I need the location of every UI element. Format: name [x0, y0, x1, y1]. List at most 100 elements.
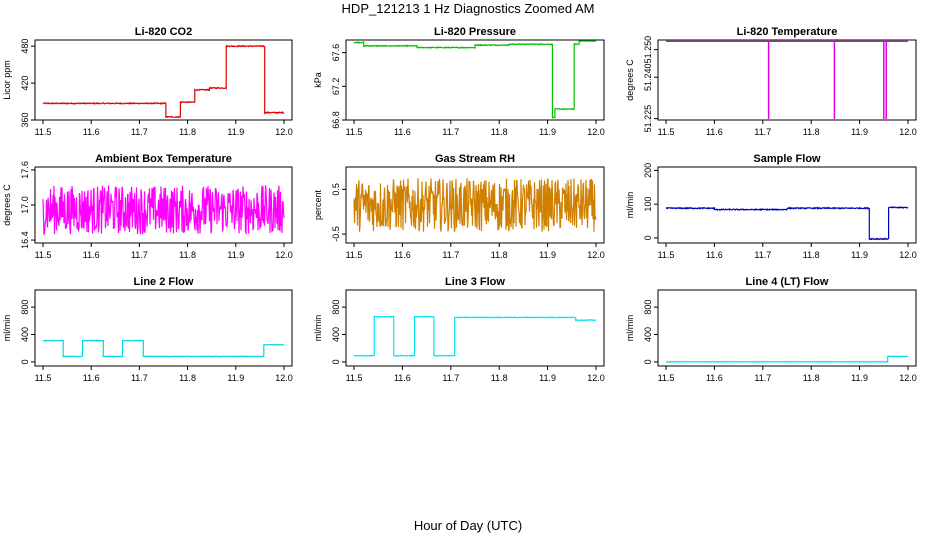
plot-frame — [345, 289, 605, 367]
panel-title: Line 4 (LT) Flow — [746, 276, 829, 288]
panel-ylabel: percent — [313, 189, 323, 220]
panel-1: Li-820 CO2 Licor ppm 11.5 11.6 11.7 11.8 11.9 1… — [2, 26, 293, 137]
x-tick-label: 11.5 — [35, 373, 52, 383]
panel-ylabel: ml/min — [2, 315, 12, 342]
figure-title: HDP_121213 1 Hz Diagnostics Zoomed AM — [341, 1, 595, 16]
panel-ylabel: degrees C — [2, 184, 12, 226]
y-tick-label: 51.250 — [643, 36, 653, 64]
x-tick-label: 11.7 — [442, 127, 459, 137]
series-line — [665, 206, 909, 241]
plot-frame — [657, 39, 917, 121]
panel-ylabel: kPa — [313, 72, 323, 88]
series-line — [666, 355, 909, 363]
y-tick-label: -0.5 — [331, 226, 341, 242]
x-tick-label: 11.8 — [491, 373, 508, 383]
x-tick-label: 11.7 — [754, 250, 771, 260]
panel-4: Ambient Box Temperature degrees C 11.5 11.6… — [2, 153, 293, 260]
x-tick-label: 11.8 — [179, 250, 196, 260]
panel-ylabel: degrees C — [625, 59, 635, 101]
x-tick-label: 11.6 — [706, 127, 723, 137]
x-tick-label: 11.8 — [179, 127, 196, 137]
x-tick-label: 11.6 — [394, 127, 411, 137]
x-tick-label: 11.5 — [658, 373, 675, 383]
y-tick-label: 480 — [20, 39, 30, 54]
figure-xlabel: Hour of Day (UTC) — [413, 518, 523, 533]
panel-ylabel: ml/min — [625, 192, 635, 219]
panel-3: Li-820 Temperature degrees C 11.5 11.6 11.7 1… — [625, 26, 917, 137]
y-tick-label: 800 — [20, 300, 30, 315]
y-tick-label: 0 — [20, 359, 30, 364]
x-tick-label: 11.9 — [851, 250, 868, 260]
x-tick-label: 11.9 — [851, 127, 868, 137]
y-tick-label: 51.240 — [643, 63, 653, 91]
panel-2: Li-820 Pressure kPa 11.5 11.6 11.7 11.8 11.9 12… — [313, 26, 605, 137]
panel-title: Gas Stream RH — [435, 153, 515, 165]
y-tick-label: 400 — [331, 327, 341, 342]
panel-title: Sample Flow — [753, 153, 821, 165]
series-line — [42, 339, 285, 358]
x-tick-label: 11.5 — [35, 127, 52, 137]
x-tick-label: 11.6 — [83, 127, 100, 137]
panel-title: Line 2 Flow — [134, 276, 194, 288]
x-tick-label: 12.0 — [587, 250, 605, 260]
panel-ylabel: ml/min — [625, 315, 635, 342]
y-tick-label: 360 — [20, 112, 30, 127]
y-tick-label: 400 — [20, 327, 30, 342]
x-tick-label: 11.7 — [131, 127, 148, 137]
y-tick-label: 16.4 — [20, 231, 30, 249]
x-tick-label: 11.9 — [539, 373, 556, 383]
x-tick-label: 11.8 — [803, 127, 820, 137]
x-tick-label: 11.6 — [83, 373, 100, 383]
panel-ylabel: Licor ppm — [2, 60, 12, 100]
x-tick-label: 12.0 — [899, 250, 917, 260]
x-tick-label: 11.5 — [658, 250, 675, 260]
series-line — [42, 185, 285, 236]
y-tick-label: 51.225 — [643, 105, 653, 133]
y-tick-label: 0 — [643, 235, 653, 240]
x-tick-label: 11.9 — [227, 373, 244, 383]
x-tick-label: 11.5 — [658, 127, 675, 137]
plot-frame — [345, 166, 605, 244]
panel-6: Sample Flow ml/min 11.5 11.6 11.7 11.8 11.9 12.… — [625, 153, 917, 260]
x-tick-label: 11.5 — [346, 250, 363, 260]
panel-7: Line 2 Flow ml/min 11.5 11.6 11.7 11.8 11.9 12.… — [2, 276, 293, 383]
y-tick-label: 67.6 — [331, 44, 341, 62]
plot-frame — [345, 39, 605, 121]
panel-9: Line 4 (LT) Flow ml/min 11.5 11.6 11.7 11.8 11… — [625, 276, 917, 383]
x-tick-label: 11.5 — [35, 250, 52, 260]
x-tick-label: 11.7 — [131, 373, 148, 383]
x-tick-label: 11.5 — [346, 373, 363, 383]
plot-frame — [657, 166, 917, 244]
y-tick-label: 66.8 — [331, 111, 341, 129]
x-tick-label: 11.8 — [491, 127, 508, 137]
y-tick-label: 17.6 — [20, 161, 30, 179]
x-tick-label: 11.6 — [706, 250, 723, 260]
plot-frame — [34, 289, 293, 367]
series-line — [353, 315, 597, 358]
x-tick-label: 11.5 — [346, 127, 363, 137]
x-tick-label: 12.0 — [587, 373, 605, 383]
x-tick-label: 11.8 — [179, 373, 196, 383]
x-tick-label: 11.6 — [394, 250, 411, 260]
x-tick-label: 11.9 — [539, 127, 556, 137]
x-tick-label: 11.8 — [491, 250, 508, 260]
x-tick-label: 11.6 — [706, 373, 723, 383]
y-tick-label: 0.5 — [331, 183, 341, 196]
x-tick-label: 11.7 — [754, 373, 771, 383]
y-tick-label: 800 — [331, 300, 341, 315]
y-tick-label: 0 — [643, 359, 653, 364]
x-tick-label: 11.8 — [803, 373, 820, 383]
panel-title: Ambient Box Temperature — [95, 153, 232, 165]
panel-8: Line 3 Flow ml/min 11.5 11.6 11.7 11.8 11.9 12.… — [313, 276, 605, 383]
x-tick-label: 11.7 — [754, 127, 771, 137]
y-tick-label: 800 — [643, 300, 653, 315]
x-tick-label: 12.0 — [275, 127, 293, 137]
x-tick-label: 11.7 — [442, 373, 459, 383]
x-tick-label: 11.9 — [851, 373, 868, 383]
panel-title: Li-820 Pressure — [434, 26, 516, 38]
x-tick-label: 12.0 — [275, 250, 293, 260]
panel-title: Line 3 Flow — [445, 276, 505, 288]
x-tick-label: 11.6 — [394, 373, 411, 383]
x-tick-label: 12.0 — [275, 373, 293, 383]
